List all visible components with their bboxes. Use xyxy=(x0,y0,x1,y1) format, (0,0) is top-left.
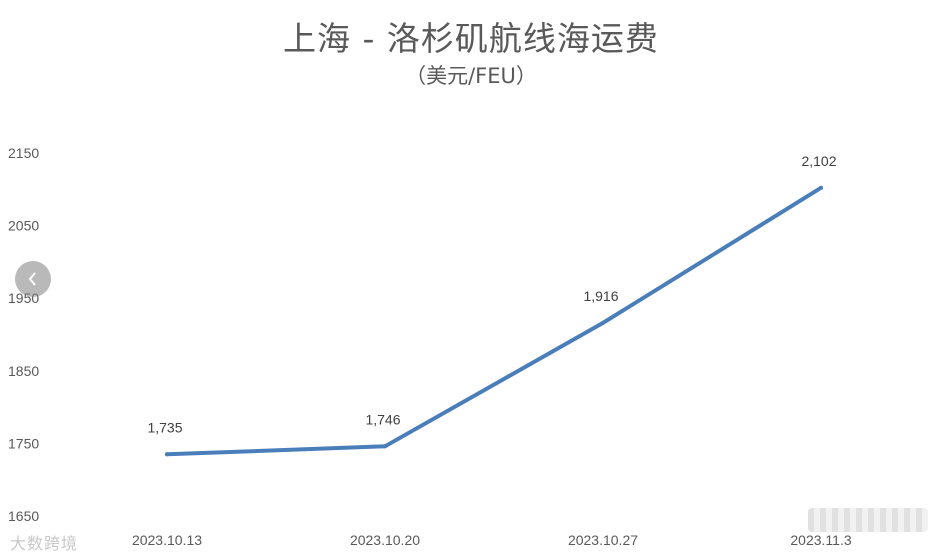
watermark: 大数跨境 xyxy=(10,534,79,553)
data-point xyxy=(383,444,387,449)
y-tick-label: 1750 xyxy=(8,435,39,451)
x-tick-label: 2023.10.13 xyxy=(132,532,202,548)
series-group xyxy=(165,185,823,457)
chevron-left-icon xyxy=(27,271,39,287)
y-tick-label: 2150 xyxy=(8,145,39,161)
chart-subtitle: （美元/FEU） xyxy=(405,64,537,88)
chart-title: 上海 - 洛杉矶航线海运费 xyxy=(283,19,659,58)
watermark-blur xyxy=(808,508,928,532)
x-tick-label: 2023.10.27 xyxy=(568,532,638,548)
data-label: 1,746 xyxy=(365,411,400,427)
x-tick-label: 2023.10.20 xyxy=(350,532,420,548)
data-point xyxy=(601,320,605,325)
data-label: 1,916 xyxy=(583,288,618,304)
y-tick-label: 2050 xyxy=(8,218,39,234)
x-axis: 2023.10.13 2023.10.20 2023.10.27 2023.11.3 xyxy=(132,532,852,548)
data-label: 1,735 xyxy=(147,419,182,435)
data-labels: 1,735 1,746 1,916 2,102 xyxy=(147,153,836,435)
previous-image-button[interactable] xyxy=(15,261,51,297)
series-line xyxy=(165,185,823,457)
y-tick-label: 1650 xyxy=(8,508,39,524)
y-tick-label: 1850 xyxy=(8,363,39,379)
data-point xyxy=(819,185,823,190)
data-label: 2,102 xyxy=(801,153,836,169)
x-tick-label: 2023.11.3 xyxy=(790,532,851,548)
data-point xyxy=(165,452,169,457)
